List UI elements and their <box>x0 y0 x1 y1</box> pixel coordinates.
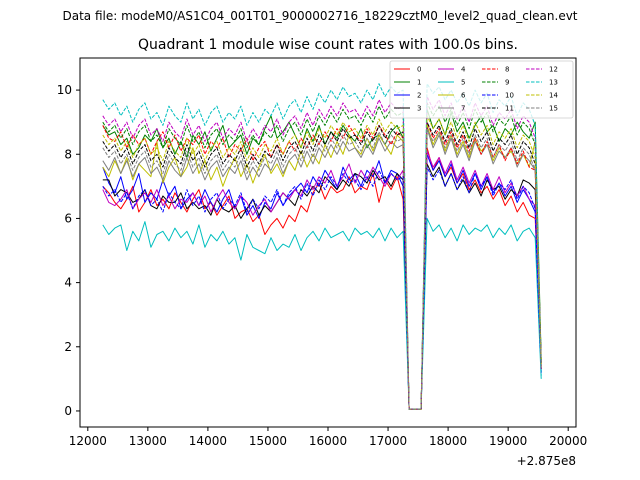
series-line-12 <box>102 96 542 410</box>
legend-label-15: 15 <box>549 105 558 113</box>
legend-label-7: 7 <box>461 105 465 113</box>
x-axis: 12000 13000 14000 15000 16000 17000 18000 19000… <box>69 427 587 448</box>
series-line-7 <box>102 128 542 410</box>
series-line-8 <box>102 121 542 410</box>
y-tick-label-2: 2 <box>64 340 72 354</box>
y-tick-label-10: 10 <box>57 83 72 97</box>
y-tick-label-6: 6 <box>64 211 72 225</box>
series-line-1 <box>102 108 542 410</box>
x-tick-label-18000: 18000 <box>429 434 467 448</box>
legend-label-9: 9 <box>505 79 509 87</box>
series-line-5 <box>102 217 542 410</box>
series-line-4 <box>102 150 542 410</box>
x-tick-label-15000: 15000 <box>249 434 287 448</box>
x-tick-label-12000: 12000 <box>69 434 107 448</box>
legend-label-6: 6 <box>461 92 466 100</box>
chart-title: Quadrant 1 module wise count rates with … <box>138 37 518 53</box>
legend-label-12: 12 <box>549 66 558 74</box>
series-line-9 <box>102 102 542 410</box>
legend-label-3: 3 <box>417 105 421 113</box>
series-layer <box>102 83 542 410</box>
legend-label-4: 4 <box>461 66 466 74</box>
x-axis-offset-label: +2.875e8 <box>517 454 576 468</box>
legend-label-8: 8 <box>505 66 509 74</box>
y-axis: 0 2 4 6 8 10 <box>57 83 80 418</box>
y-tick-label-8: 8 <box>64 147 72 161</box>
series-line-2 <box>102 153 542 410</box>
legend-label-5: 5 <box>461 79 465 87</box>
series-line-11 <box>102 121 542 410</box>
legend-box <box>389 60 574 119</box>
x-tick-label-20000: 20000 <box>549 434 587 448</box>
legend-label-13: 13 <box>549 79 558 87</box>
series-line-10 <box>102 166 542 410</box>
legend-label-10: 10 <box>505 92 514 100</box>
legend-label-1: 1 <box>417 79 421 87</box>
y-tick-label-0: 0 <box>64 404 72 418</box>
figure-suptitle: Data file: modeM0/AS1C04_001T01_90000027… <box>62 9 577 23</box>
legend-label-2: 2 <box>417 92 421 100</box>
x-tick-label-13000: 13000 <box>129 434 167 448</box>
x-tick-label-16000: 16000 <box>309 434 347 448</box>
legend-label-11: 11 <box>505 105 514 113</box>
series-line-14 <box>102 115 542 410</box>
legend-label-0: 0 <box>417 66 421 74</box>
y-tick-label-4: 4 <box>64 276 72 290</box>
x-tick-label-14000: 14000 <box>189 434 227 448</box>
series-line-0 <box>102 147 542 410</box>
series-line-6 <box>102 124 542 410</box>
series-line-3 <box>102 163 542 410</box>
x-tick-label-17000: 17000 <box>369 434 407 448</box>
legend-label-14: 14 <box>549 92 558 100</box>
x-tick-label-19000: 19000 <box>489 434 527 448</box>
series-line-15 <box>102 128 542 410</box>
